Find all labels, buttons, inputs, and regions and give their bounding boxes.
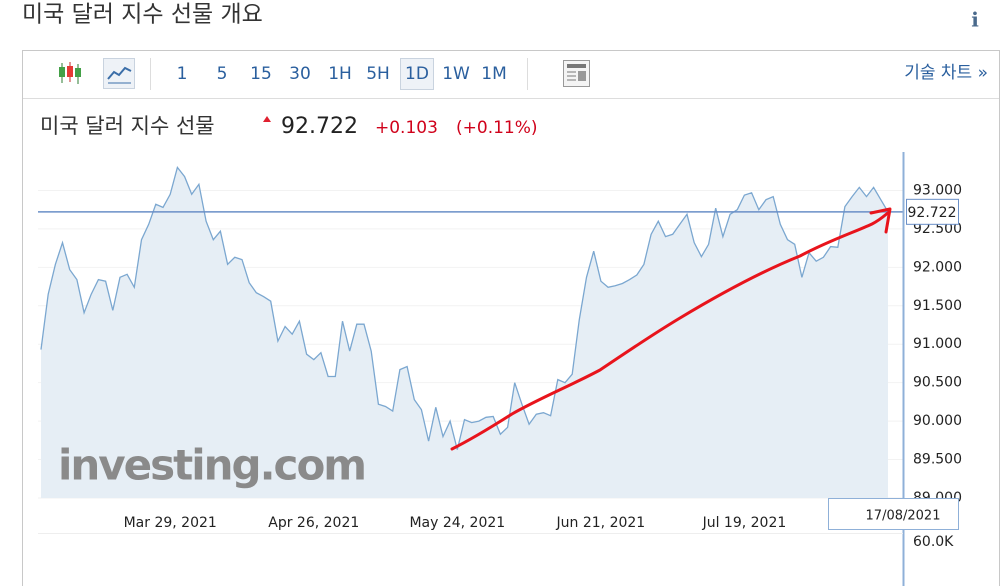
layout-icon[interactable] [563,60,590,87]
area-fill [41,167,888,498]
interval-button[interactable]: 1H [328,64,352,84]
current-price-box [906,198,959,225]
y-tick-label: 93.000 [913,182,962,198]
price-change-percent: (+0.11%) [456,118,538,138]
watermark: investing.com [58,441,365,490]
crosshair-date-box [828,498,959,530]
interval-button[interactable]: 1M [481,64,506,84]
x-tick-label: Jun 21, 2021 [556,515,646,531]
instrument-name: 미국 달러 지수 선물 [40,114,215,138]
page-title: 미국 달러 지수 선물 개요 [22,2,263,28]
candlestick-icon[interactable] [59,62,81,84]
interval-selected [400,58,434,90]
annotation-arrowhead [869,207,892,234]
price-change: +0.103 [375,118,438,138]
volume-axis-label: 60.0K [913,534,954,550]
x-tick-label: May 24, 2021 [409,515,505,531]
current-price-label: 92.722 [908,205,957,221]
interval-button[interactable]: 1W [442,64,470,84]
interval-button[interactable]: 1 [177,64,188,84]
y-tick-label: 91.000 [913,336,962,352]
info-icon[interactable]: i [971,8,979,32]
crosshair-date: 17/08/2021 [866,509,941,524]
annotation-arrow [450,210,891,451]
x-tick-label: Mar 29, 2021 [124,515,217,531]
y-tick-label: 89.500 [913,452,962,468]
y-tick-label: 92.000 [913,259,962,275]
info-button[interactable] [962,6,988,34]
line-chart-icon[interactable] [103,58,135,89]
interval-button[interactable]: 5H [366,64,390,84]
interval-button[interactable]: 1D [405,64,429,84]
y-tick-label: 90.500 [913,375,962,391]
technical-chart-link[interactable]: 기술 차트 » [904,63,988,83]
interval-button[interactable]: 5 [217,64,228,84]
change-indicator [263,116,271,122]
y-tick-label: 90.000 [913,413,962,429]
last-price: 92.722 [281,114,358,139]
y-tick-label: 91.500 [913,298,962,314]
interval-button[interactable]: 15 [250,64,272,84]
x-tick-label: Apr 26, 2021 [268,515,359,531]
y-tick-label: 92.500 [913,221,962,237]
x-tick-label: Jul 19, 2021 [702,515,787,531]
interval-button[interactable]: 30 [289,64,311,84]
price-line [40,165,889,450]
